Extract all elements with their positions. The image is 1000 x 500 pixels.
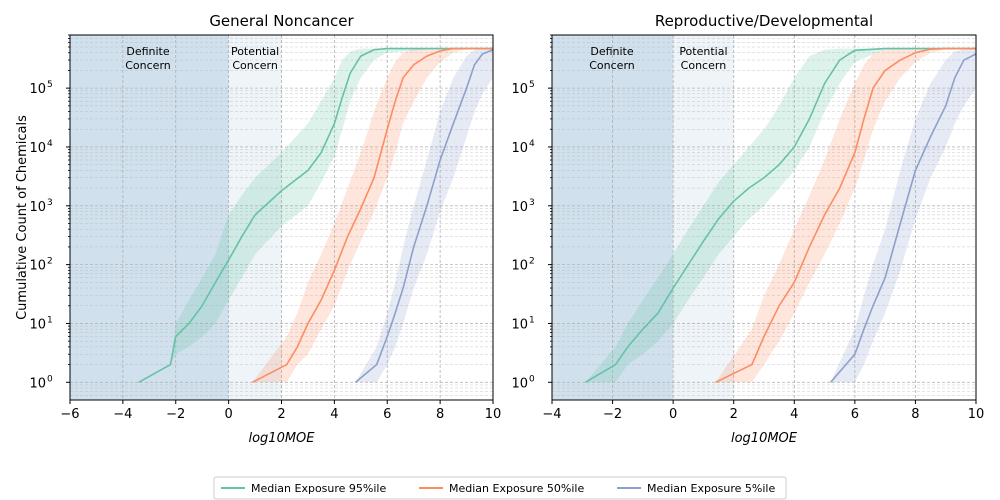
y-axis-label: Cumulative Count of Chemicals: [15, 115, 30, 320]
legend-frame: [213, 476, 787, 500]
region-potential-concern: [673, 35, 734, 400]
legend: Median Exposure 95%ile Median Exposure 5…: [213, 476, 787, 500]
band-median-exposure-95-ile: [585, 48, 976, 383]
y-tick-exponent: 4: [47, 139, 53, 149]
x-tick-label: 8: [436, 407, 444, 422]
x-tick-label: 6: [851, 407, 859, 422]
y-tick-exponent: 2: [47, 257, 53, 267]
line-median-exposure-95-ile: [584, 47, 976, 383]
legend-label-5: Median Exposure 5%ile: [647, 482, 775, 495]
x-tick-label: −2: [603, 407, 622, 422]
y-tick-label: 10: [511, 317, 528, 332]
region-label-definite-concern: Definite Concern: [125, 45, 171, 72]
x-tick-label: −4: [113, 407, 132, 422]
y-tick-label: 10: [511, 259, 528, 274]
y-tick-exponent: 5: [47, 80, 53, 90]
y-tick-label: 10: [29, 200, 46, 215]
y-tick-exponent: 1: [529, 315, 535, 325]
y-tick-exponent: 0: [47, 374, 53, 384]
x-tick-label: 2: [730, 407, 738, 422]
y-tick-label: 10: [511, 141, 528, 156]
x-tick-label: 0: [224, 407, 232, 422]
region-label-potential-concern: Potential Concern: [679, 45, 727, 72]
y-tick-label: 10: [29, 82, 46, 97]
panel-title: Reproductive/Developmental: [655, 12, 873, 30]
band-median-exposure-95-ile: [138, 48, 493, 383]
line-median-exposure-95-ile: [138, 47, 493, 383]
legend-label-95: Median Exposure 95%ile: [251, 482, 386, 495]
x-axis-label: log10MOE: [731, 431, 798, 446]
band-median-exposure-50-ile: [252, 48, 493, 383]
legend-label-50: Median Exposure 50%ile: [449, 482, 584, 495]
y-tick-label: 10: [511, 376, 528, 391]
y-tick-label: 10: [29, 376, 46, 391]
y-tick-label: 10: [29, 141, 46, 156]
region-label-word: Concern: [589, 59, 635, 72]
y-tick-exponent: 0: [529, 374, 535, 384]
x-tick-label: 8: [911, 407, 919, 422]
y-tick-label: 10: [29, 259, 46, 274]
x-tick-label: 4: [790, 407, 798, 422]
y-tick-label: 10: [29, 317, 46, 332]
region-label-definite-concern: Definite Concern: [589, 45, 635, 72]
x-axis-label: log10MOE: [248, 431, 315, 446]
line-median-exposure-5-ile: [830, 53, 976, 383]
band-median-exposure-50-ile: [715, 48, 976, 383]
x-tick-label: −6: [60, 407, 79, 422]
region-label-word: Concern: [681, 59, 727, 72]
x-tick-label: 0: [669, 407, 677, 422]
region-definite-concern: [70, 35, 229, 400]
line-median-exposure-50-ile: [715, 47, 976, 384]
y-tick-label: 10: [511, 200, 528, 215]
x-tick-label: −2: [166, 407, 185, 422]
y-tick-exponent: 3: [47, 198, 53, 208]
panel-title: General Noncancer: [209, 12, 354, 30]
y-tick-exponent: 2: [529, 257, 535, 267]
region-label-word: Potential: [679, 45, 727, 58]
region-label-word: Definite: [126, 45, 170, 58]
y-tick-exponent: 5: [529, 80, 535, 90]
region-label-word: Potential: [231, 45, 279, 58]
y-tick-label: 10: [511, 82, 528, 97]
line-median-exposure-5-ile: [355, 48, 493, 383]
x-tick-label: 10: [968, 407, 985, 422]
x-tick-label: 2: [277, 407, 285, 422]
y-tick-exponent: 3: [529, 198, 535, 208]
y-tick-exponent: 4: [529, 139, 535, 149]
region-label-word: Concern: [232, 59, 278, 72]
y-tick-exponent: 1: [47, 315, 53, 325]
plot-area: [552, 35, 976, 400]
region-label-word: Definite: [590, 45, 634, 58]
plot-frame: [551, 34, 977, 401]
region-label-potential-concern: Potential Concern: [231, 45, 279, 72]
region-potential-concern: [228, 35, 282, 400]
x-tick-label: 6: [383, 407, 391, 422]
x-tick-label: 10: [485, 407, 502, 422]
plot-area: [70, 35, 493, 400]
line-median-exposure-50-ile: [252, 47, 493, 384]
x-tick-label: 4: [330, 407, 338, 422]
x-tick-label: −4: [542, 407, 561, 422]
region-label-word: Concern: [125, 59, 171, 72]
